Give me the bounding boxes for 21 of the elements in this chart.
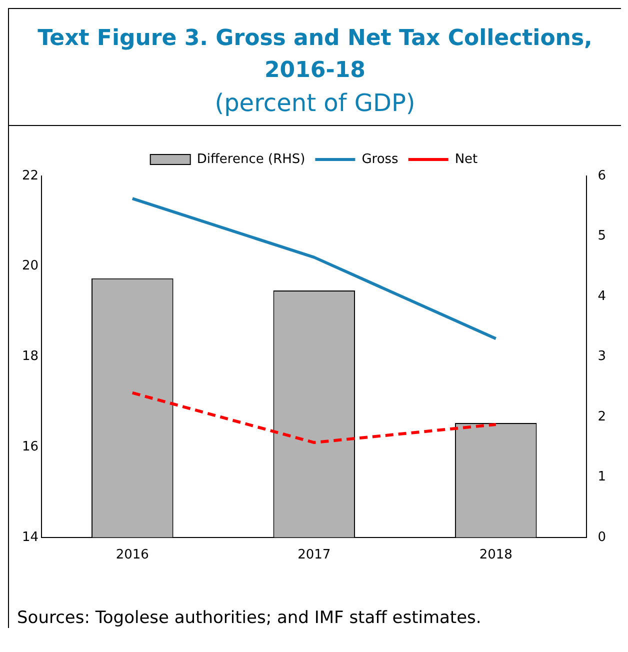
legend-label: Difference (RHS) [196,152,306,167]
y-tick-label: 18 [22,349,39,364]
y-tick-label: 14 [22,530,39,545]
chart-title: Text Figure 3. Gross and Net Tax Collections, 2016-18 [36,25,594,85]
x-tick-label: 2018 [479,548,512,563]
y2-tick-label: 2 [598,409,606,424]
x-tick-label: 2016 [116,548,149,563]
legend-label: Gross [362,152,399,167]
y-tick-label: 20 [22,258,39,274]
y2-tick-label: 4 [598,288,606,304]
y2-tick-label: 0 [598,530,606,545]
source-note: Sources: Togolese authorities; and IMF staff estimates. [16,608,482,628]
y2-tick-label: 1 [598,470,606,485]
y2-tick-label: 5 [598,228,606,244]
y-tick-label: 22 [22,168,39,184]
x-tick-label: 2017 [298,548,331,563]
y2-tick-label: 6 [598,168,606,184]
legend-label: Net [454,152,478,167]
y-tick-label: 16 [22,439,39,454]
chart-subtitle: (percent of GDP) [214,88,416,119]
y2-tick-label: 3 [598,349,606,364]
